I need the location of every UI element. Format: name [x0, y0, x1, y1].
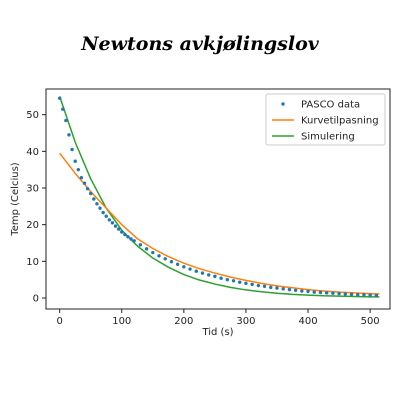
data-point — [129, 237, 133, 241]
data-point — [98, 206, 102, 210]
data-point — [200, 271, 205, 275]
y-tick-label: 40 — [26, 147, 39, 158]
data-point — [61, 107, 65, 111]
data-point — [89, 191, 93, 196]
data-point — [281, 287, 285, 291]
data-point — [356, 293, 360, 297]
data-point — [101, 210, 105, 215]
data-point — [113, 224, 118, 228]
data-point — [324, 291, 329, 295]
data-point — [300, 289, 304, 293]
y-tick-label: 20 — [26, 220, 39, 231]
data-point — [79, 176, 84, 180]
data-point — [132, 239, 136, 243]
x-tick-label: 500 — [361, 316, 380, 327]
data-point — [331, 291, 335, 295]
y-axis-label: Temp (Celcius) — [10, 162, 21, 236]
legend: PASCO data Kurvetilpasning Simulering — [265, 93, 386, 146]
data-point — [163, 257, 167, 261]
data-point — [82, 181, 87, 185]
x-tick-label: 200 — [174, 316, 193, 327]
data-point — [269, 285, 273, 290]
data-point — [138, 243, 143, 247]
y-axis: 0 10 20 30 40 50 — [26, 110, 46, 305]
data-point — [349, 292, 354, 297]
data-point — [73, 159, 77, 163]
y-tick-label: 0 — [33, 294, 39, 305]
chart-title: Newtons avkjølingslov — [81, 33, 319, 55]
data-point — [120, 230, 124, 234]
legend-box — [265, 93, 386, 146]
data-point — [182, 265, 186, 269]
series-line-kurvetilpasning — [59, 152, 380, 295]
data-point — [306, 289, 310, 294]
data-point — [244, 281, 248, 286]
data-point — [116, 227, 121, 231]
data-point — [64, 118, 68, 123]
data-point — [337, 291, 341, 296]
x-tick-label: 300 — [236, 316, 255, 327]
data-point — [67, 133, 71, 137]
data-point — [225, 277, 230, 282]
data-point — [362, 293, 366, 297]
data-point — [144, 247, 149, 251]
data-point — [343, 292, 347, 296]
data-point — [194, 269, 198, 273]
legend-label-kurvetilpasning: Kurvetilpasning — [301, 116, 379, 127]
data-point — [293, 288, 298, 292]
data-point — [238, 280, 242, 284]
data-point — [110, 221, 115, 225]
data-point — [107, 218, 112, 222]
data-point — [374, 293, 379, 298]
series-line-simulering — [58, 96, 380, 298]
data-point — [213, 274, 217, 279]
data-point — [318, 290, 323, 295]
plot-frame — [45, 88, 391, 310]
data-point — [250, 282, 254, 287]
x-axis: 0 100 200 300 400 500 — [56, 309, 380, 327]
data-point — [262, 284, 267, 288]
data-point — [256, 283, 261, 288]
data-point — [76, 167, 80, 172]
data-point — [169, 260, 174, 264]
y-tick-label: 50 — [26, 110, 39, 121]
data-point — [368, 293, 372, 297]
data-point — [287, 287, 292, 292]
data-point — [95, 202, 99, 206]
data-point — [70, 147, 74, 152]
data-point — [188, 267, 192, 271]
x-axis-label: Tid (s) — [201, 327, 233, 338]
legend-label-pasco-data: PASCO data — [301, 100, 360, 111]
x-tick-label: 0 — [56, 316, 62, 327]
data-point — [206, 273, 211, 277]
data-point — [231, 279, 236, 283]
data-point — [219, 276, 223, 280]
data-point — [57, 96, 62, 100]
data-point — [151, 250, 155, 255]
data-point — [157, 254, 161, 258]
data-point — [275, 286, 279, 290]
data-point — [92, 197, 96, 201]
plot-area — [57, 96, 380, 298]
data-point — [85, 187, 90, 191]
x-tick-label: 400 — [298, 316, 317, 327]
data-point — [104, 214, 108, 218]
legend-marker-pasco-data — [281, 102, 285, 106]
x-tick-label: 100 — [112, 316, 131, 327]
y-tick-label: 10 — [26, 257, 39, 268]
data-point — [175, 262, 180, 266]
data-point — [123, 232, 127, 237]
data-point — [312, 290, 316, 294]
y-tick-label: 30 — [26, 184, 39, 195]
legend-label-simulering: Simulering — [301, 132, 355, 143]
data-point — [126, 235, 130, 239]
